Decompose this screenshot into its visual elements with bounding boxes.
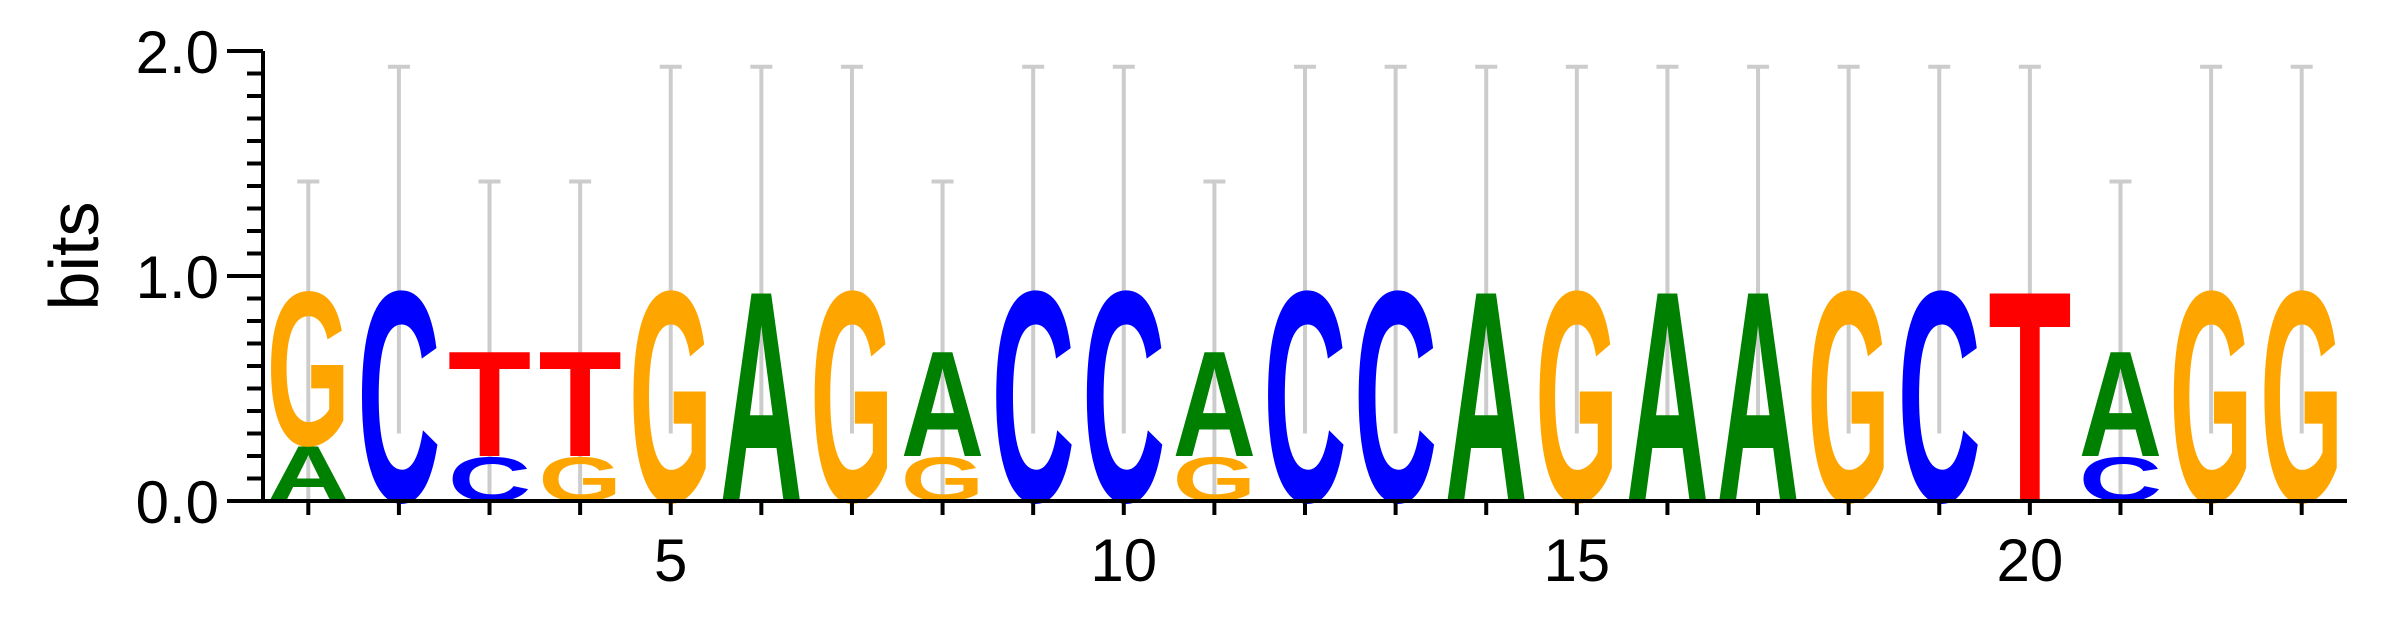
logo-letter-c: C: [1898, 229, 1981, 566]
logo-letter-t: T: [538, 321, 621, 489]
logo-letter-c: C: [1082, 229, 1165, 566]
error-bars: [297, 64, 2313, 501]
x-tick-label: 15: [1543, 527, 1610, 594]
logo-letter-g: G: [267, 245, 350, 492]
x-tick-label: 10: [1090, 527, 1157, 594]
logo-letter-a: A: [2079, 320, 2162, 488]
logo-letter-t: T: [448, 321, 531, 489]
letter-stacks: AG C CT GT G A G GA C C GA C C A G A A G C T CA G G: [267, 228, 2344, 566]
logo-letter-c: C: [1354, 229, 1437, 566]
y-axis-label: bits: [35, 202, 113, 311]
logo-letter-c: C: [357, 229, 440, 566]
logo-letter-a: A: [1626, 229, 1709, 566]
logo-letter-a: A: [1173, 320, 1256, 488]
logo-letter-a: A: [1445, 229, 1528, 566]
y-tick-label: 0.0: [136, 469, 219, 536]
x-tick-label: 20: [1996, 527, 2063, 594]
x-tick-label: 5: [654, 527, 687, 594]
y-tick-label: 2.0: [136, 19, 219, 86]
logo-letter-a: A: [1716, 229, 1799, 566]
logo-letter-a: A: [720, 229, 803, 566]
logo-letter-c: C: [991, 229, 1074, 566]
logo-letter-c: C: [1263, 229, 1346, 566]
logo-letter-a: A: [901, 320, 984, 488]
y-tick-label: 1.0: [136, 244, 219, 311]
axes: 0.0 1.0 2.0 5 10 15 20: [136, 19, 2347, 594]
